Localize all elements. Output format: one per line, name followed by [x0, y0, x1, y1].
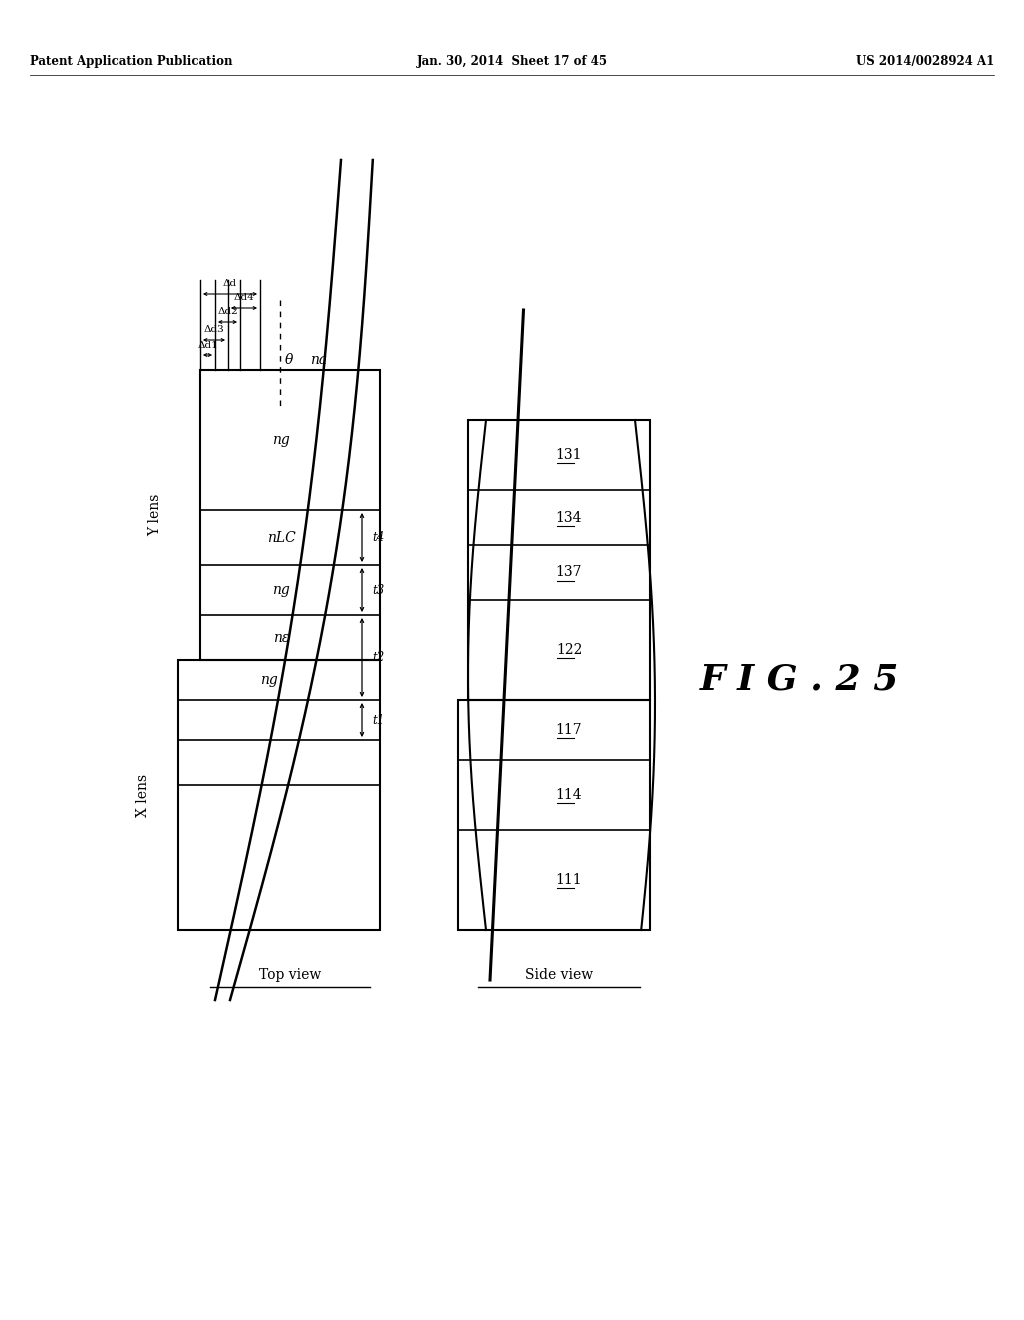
Text: Y lens: Y lens — [148, 494, 162, 536]
Text: 137: 137 — [556, 565, 583, 579]
Text: Top view: Top view — [259, 968, 322, 982]
Text: θ: θ — [285, 352, 293, 367]
Text: t1: t1 — [372, 714, 384, 726]
Text: 117: 117 — [556, 723, 583, 737]
Text: t2: t2 — [372, 651, 384, 664]
Text: Δd4: Δd4 — [233, 293, 254, 302]
Text: 134: 134 — [556, 511, 583, 524]
Text: ng: ng — [260, 673, 278, 686]
Bar — [178, 660, 380, 931]
Text: Δd3: Δd3 — [204, 326, 224, 334]
Text: nε: nε — [272, 631, 289, 644]
Text: Side view: Side view — [525, 968, 593, 982]
Text: 122: 122 — [556, 643, 583, 657]
Text: F I G . 2 5: F I G . 2 5 — [700, 663, 900, 697]
Text: t4: t4 — [372, 531, 384, 544]
Text: ng: ng — [272, 433, 290, 447]
Text: Δd2: Δd2 — [217, 308, 238, 317]
Text: nLC: nLC — [266, 531, 295, 544]
Text: Δd: Δd — [223, 280, 238, 289]
Bar — [468, 420, 650, 700]
Text: 111: 111 — [556, 873, 583, 887]
Text: ng: ng — [272, 583, 290, 597]
Text: X lens: X lens — [136, 774, 150, 817]
Text: na: na — [310, 352, 327, 367]
Text: 114: 114 — [556, 788, 583, 803]
Text: US 2014/0028924 A1: US 2014/0028924 A1 — [856, 55, 994, 69]
Text: 131: 131 — [556, 447, 583, 462]
Text: Δd1: Δd1 — [198, 341, 218, 350]
Bar — [200, 370, 380, 660]
Text: Jan. 30, 2014  Sheet 17 of 45: Jan. 30, 2014 Sheet 17 of 45 — [417, 55, 607, 69]
Bar — [458, 700, 650, 931]
Text: Patent Application Publication: Patent Application Publication — [30, 55, 232, 69]
Text: t3: t3 — [372, 583, 384, 597]
